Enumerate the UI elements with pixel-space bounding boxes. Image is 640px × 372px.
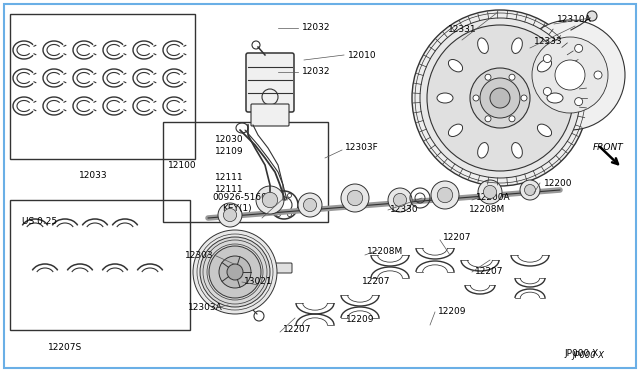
FancyBboxPatch shape [246,53,294,112]
Text: 12032: 12032 [302,67,330,77]
Circle shape [219,256,251,288]
Circle shape [298,193,322,217]
Circle shape [485,74,491,80]
Circle shape [575,44,582,52]
Circle shape [348,190,363,206]
Circle shape [431,181,459,209]
Circle shape [509,74,515,80]
Text: JP000 X: JP000 X [564,350,598,359]
Text: 12207S: 12207S [48,343,82,353]
Circle shape [223,208,237,222]
Text: 12207: 12207 [362,278,390,286]
Text: 12100: 12100 [168,160,196,170]
Text: 12111: 12111 [215,173,244,182]
Circle shape [575,97,582,106]
Text: 12208M: 12208M [469,205,505,215]
Circle shape [543,87,551,96]
Text: 12207: 12207 [475,267,504,276]
Ellipse shape [449,60,463,72]
Text: 12010: 12010 [348,51,376,60]
Circle shape [256,186,284,214]
Circle shape [412,10,588,186]
Circle shape [193,230,277,314]
Text: 12033: 12033 [79,170,108,180]
Ellipse shape [449,124,463,137]
Text: 12032: 12032 [302,23,330,32]
Circle shape [341,184,369,212]
Circle shape [420,18,580,178]
Circle shape [473,95,479,101]
Ellipse shape [538,124,552,137]
Circle shape [490,88,510,108]
Text: 00926-51600: 00926-51600 [212,192,273,202]
Text: 12208M: 12208M [367,247,403,257]
Text: 12209: 12209 [346,315,374,324]
Text: 12200A: 12200A [476,193,511,202]
Text: 12209: 12209 [438,308,467,317]
Text: 12333: 12333 [534,38,563,46]
Circle shape [594,71,602,79]
Ellipse shape [511,38,522,54]
Circle shape [478,180,502,204]
Circle shape [218,203,242,227]
Text: FRONT: FRONT [593,144,624,153]
Ellipse shape [477,38,488,54]
Text: 12207: 12207 [443,234,472,243]
Circle shape [509,116,515,122]
Text: 12331: 12331 [448,26,476,35]
Circle shape [437,187,452,203]
Bar [10,14,195,159]
FancyBboxPatch shape [251,104,289,126]
Text: 12109: 12109 [215,148,244,157]
Ellipse shape [511,142,522,158]
Circle shape [209,246,261,298]
Circle shape [394,193,406,206]
Text: 12303: 12303 [185,250,214,260]
Circle shape [520,180,540,200]
Bar [10,200,190,330]
Ellipse shape [437,93,453,103]
Text: 12030: 12030 [215,135,244,144]
Circle shape [480,78,520,118]
Circle shape [587,11,597,21]
Circle shape [543,55,551,62]
Circle shape [485,116,491,122]
Circle shape [525,185,536,196]
Circle shape [470,68,530,128]
Ellipse shape [477,142,488,158]
Circle shape [388,188,412,212]
Text: 13021: 13021 [244,278,273,286]
Circle shape [521,95,527,101]
Ellipse shape [547,93,563,103]
Circle shape [200,237,270,307]
Circle shape [515,20,625,130]
Bar [163,122,328,222]
Circle shape [555,60,585,90]
Circle shape [262,192,278,208]
Circle shape [532,37,608,113]
Text: 12310A: 12310A [557,16,592,25]
Circle shape [483,185,497,199]
Text: 12200: 12200 [544,179,573,187]
FancyBboxPatch shape [272,263,292,273]
Circle shape [303,198,317,212]
Text: JP000 X: JP000 X [572,352,604,360]
Circle shape [227,264,243,280]
Text: 12303A: 12303A [188,304,223,312]
Text: 12207: 12207 [283,326,312,334]
Text: 12330: 12330 [390,205,419,215]
Text: US 0.25: US 0.25 [22,218,57,227]
Text: 12303F: 12303F [345,144,379,153]
Text: 12111: 12111 [215,185,244,193]
Circle shape [427,25,573,171]
Text: KEY(1): KEY(1) [222,203,252,212]
Ellipse shape [538,60,552,72]
